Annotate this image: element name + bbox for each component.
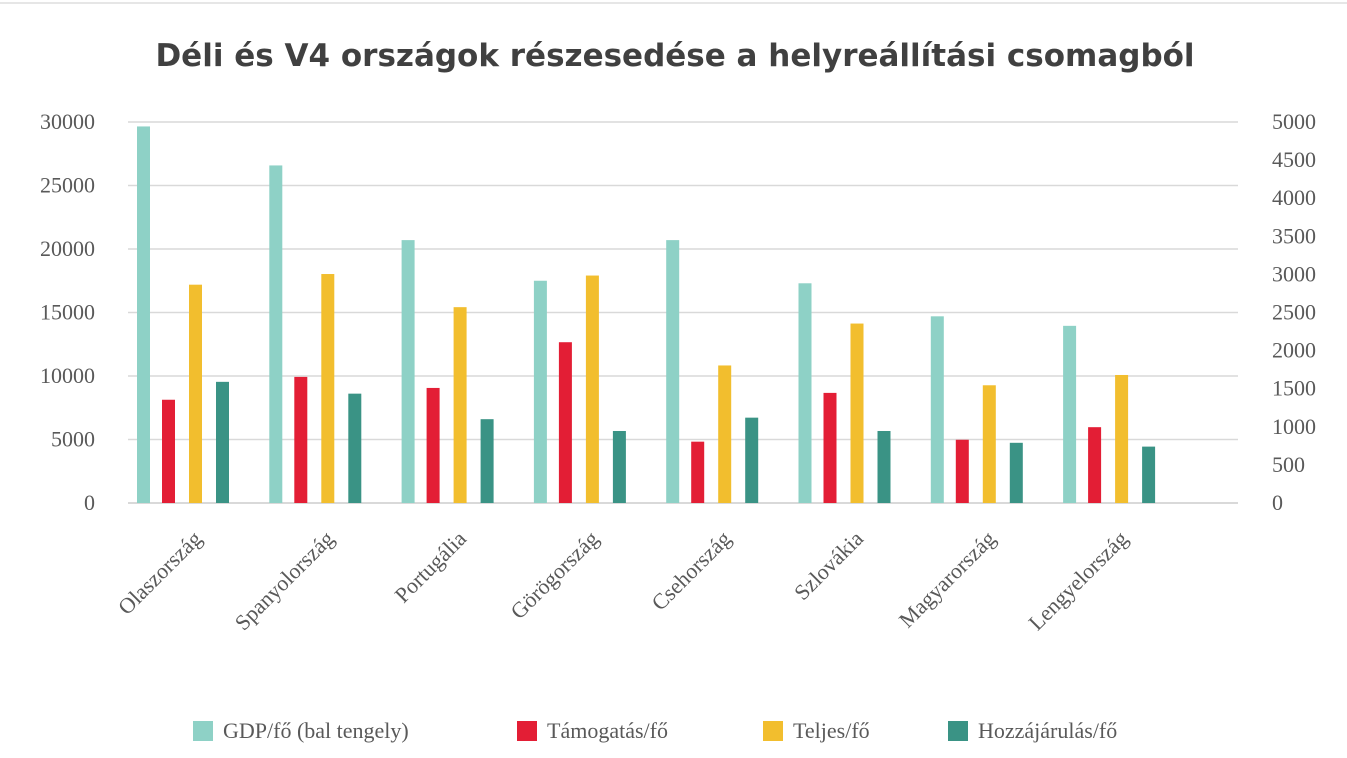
right-tick-label: 0	[1272, 490, 1283, 515]
bar-2	[294, 376, 308, 503]
bar-1	[930, 316, 944, 503]
legend-swatch	[948, 721, 968, 741]
category-label: Olaszország	[113, 526, 207, 620]
chart-title: Déli és V4 országok részesedése a helyre…	[155, 38, 1194, 74]
bars	[137, 126, 1156, 504]
legend-swatch	[517, 721, 537, 741]
bar-1	[1063, 325, 1077, 503]
legend-label: Teljes/fő	[793, 718, 870, 743]
category-label: Magyarország	[894, 526, 1001, 633]
bar-3	[453, 307, 467, 503]
bar-4	[1009, 442, 1023, 503]
gridlines	[128, 121, 1238, 504]
x-axis-labels: Olaszország Spanyolország Portugália Görögo…	[113, 526, 1133, 635]
legend-item: Teljes/fő	[763, 718, 870, 743]
bar-2	[823, 392, 837, 503]
category-label: Spanyolország	[230, 526, 339, 635]
right-tick-label: 3500	[1272, 223, 1316, 248]
bar-2	[558, 342, 572, 503]
category-label: Csehország	[646, 526, 735, 615]
left-tick-label: 0	[84, 490, 95, 515]
bar-4	[612, 430, 626, 503]
legend-item: Támogatás/fő	[517, 718, 668, 743]
bar-3	[718, 365, 732, 503]
bar-2	[162, 399, 175, 503]
left-tick-label: 30000	[40, 109, 95, 134]
bar-1	[137, 126, 150, 503]
right-tick-label: 1000	[1272, 414, 1316, 439]
right-tick-label: 5000	[1272, 109, 1316, 134]
category-label: Görögország	[505, 526, 603, 624]
right-tick-label: 2500	[1272, 300, 1316, 325]
bar-2	[955, 439, 969, 503]
bar-3	[850, 323, 864, 503]
bar-4	[216, 381, 229, 503]
bar-1	[666, 240, 680, 504]
right-tick-label: 1500	[1272, 376, 1316, 401]
right-tick-label: 500	[1272, 452, 1305, 477]
right-tick-label: 4500	[1272, 147, 1316, 172]
legend-swatch	[763, 721, 783, 741]
bar-4	[480, 419, 494, 503]
bar-3	[982, 385, 996, 503]
bar-2	[1088, 427, 1102, 503]
category-label: Lengyelország	[1023, 526, 1132, 635]
left-tick-label: 10000	[40, 363, 95, 388]
legend-label: Hozzájárulás/fő	[978, 718, 1117, 743]
bar-1	[533, 280, 547, 503]
bar-4	[745, 417, 759, 503]
bar-4	[1142, 446, 1156, 503]
bar-3	[585, 275, 599, 503]
left-tick-label: 15000	[40, 300, 95, 325]
legend-label: Támogatás/fő	[547, 718, 668, 743]
left-axis: 0 5000 10000 15000 20000 25000 30000	[40, 109, 95, 515]
bar-1	[269, 165, 283, 503]
right-tick-label: 3000	[1272, 261, 1316, 286]
left-tick-label: 25000	[40, 173, 95, 198]
legend: GDP/fő (bal tengely) Támogatás/fő Teljes/f…	[193, 718, 1117, 743]
left-tick-label: 5000	[51, 427, 95, 452]
bar-2	[426, 387, 440, 503]
bar-4	[877, 430, 891, 503]
right-axis: 0 500 1000 1500 2000 2500 3000 3500 4000 4500 5000	[1272, 109, 1316, 515]
bar-1	[798, 283, 812, 503]
category-label: Portugália	[390, 526, 472, 608]
legend-swatch	[193, 721, 213, 741]
bar-3	[321, 274, 335, 503]
left-tick-label: 20000	[40, 236, 95, 261]
bar-3	[1115, 374, 1129, 503]
legend-label: GDP/fő (bal tengely)	[223, 718, 409, 743]
bar-2	[691, 441, 705, 503]
category-label: Szlovákia	[789, 526, 868, 605]
legend-item: GDP/fő (bal tengely)	[193, 718, 409, 743]
right-tick-label: 4000	[1272, 185, 1316, 210]
legend-item: Hozzájárulás/fő	[948, 718, 1117, 743]
right-tick-label: 2000	[1272, 338, 1316, 363]
bar-3	[189, 284, 202, 503]
bar-4	[348, 393, 362, 503]
bar-1	[401, 240, 415, 504]
